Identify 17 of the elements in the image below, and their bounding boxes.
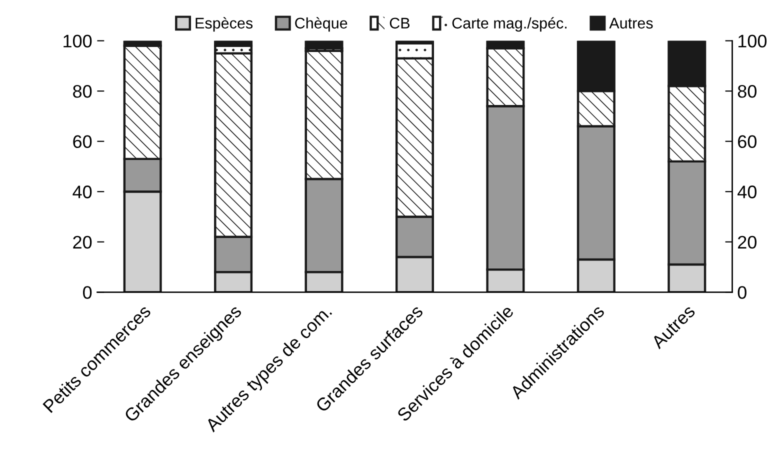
y-tick-label: 100 — [64, 34, 92, 48]
y2-tick-label: 100 — [738, 34, 767, 48]
y-tick-label: 60 — [73, 135, 92, 148]
legend-label: Chèque — [295, 17, 348, 32]
y2-tick-label: 40 — [738, 186, 756, 198]
y2-tick-label: 60 — [738, 135, 756, 148]
legend-label: CB — [390, 18, 410, 29]
legend-label: Carte mag./spéc. — [452, 17, 567, 32]
y-tick-label: 40 — [72, 186, 92, 198]
y-tick-label: 20 — [73, 236, 92, 249]
legend-label: Espèces — [196, 17, 253, 32]
y2-tick-label: 80 — [738, 84, 756, 98]
y2-tick-label: 0 — [738, 286, 746, 299]
y-tick-label: 0 — [83, 286, 92, 299]
y-tick-label: 80 — [73, 84, 92, 98]
legend-label: Autres — [609, 18, 653, 29]
y2-tick-label: 20 — [738, 236, 756, 249]
